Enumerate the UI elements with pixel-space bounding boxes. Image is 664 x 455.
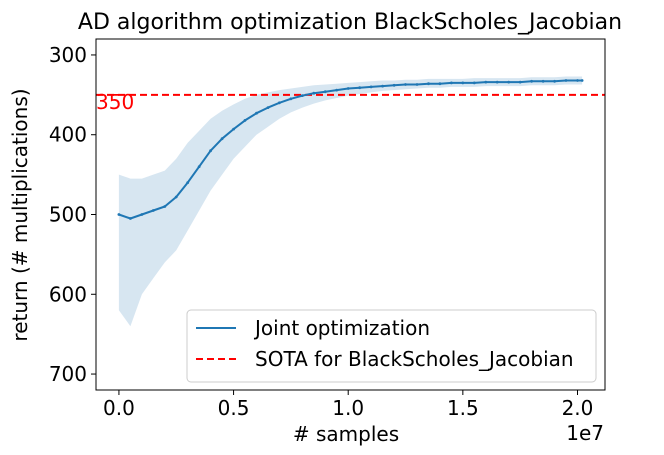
joint-optimization-point bbox=[518, 80, 522, 84]
joint-optimization-point bbox=[151, 209, 155, 212]
joint-optimization-point bbox=[404, 83, 407, 86]
joint-optimization-point bbox=[580, 79, 584, 82]
joint-optimization-point bbox=[255, 111, 258, 115]
joint-optimization-point bbox=[312, 91, 316, 95]
joint-optimization-line bbox=[118, 79, 583, 220]
joint-optimization-point bbox=[369, 85, 373, 89]
joint-optimization-point bbox=[427, 82, 430, 86]
joint-optimization-point bbox=[438, 82, 442, 86]
x-tick-label: 0.5 bbox=[218, 396, 250, 420]
legend-label-joint-optimization: Joint optimization bbox=[253, 316, 430, 340]
joint-optimization-point bbox=[507, 80, 511, 84]
y-tick-label: 600 bbox=[49, 282, 87, 306]
joint-optimization-point bbox=[541, 79, 545, 83]
y-axis-ticks: 300 400 500 600 700 bbox=[49, 43, 96, 386]
x-tick-label: 0.0 bbox=[103, 396, 135, 420]
joint-optimization-point bbox=[530, 79, 533, 83]
joint-optimization-point bbox=[266, 106, 270, 109]
joint-optimization-point bbox=[358, 86, 362, 90]
joint-optimization-point bbox=[163, 205, 167, 208]
y-tick-label: 700 bbox=[49, 362, 87, 386]
joint-optimization-point bbox=[186, 181, 190, 185]
joint-optimization-point bbox=[323, 90, 327, 94]
joint-optimization-point bbox=[484, 80, 488, 84]
joint-optimization-point bbox=[243, 119, 247, 122]
legend: Joint optimization SOTA for BlackScholes… bbox=[186, 309, 597, 383]
joint-optimization-point bbox=[381, 84, 384, 88]
x-axis-label: # samples bbox=[293, 422, 399, 446]
joint-optimization-point bbox=[289, 97, 293, 101]
y-tick-label: 400 bbox=[49, 123, 87, 147]
x-tick-label: 2.0 bbox=[562, 396, 594, 420]
joint-optimization-point bbox=[495, 80, 499, 84]
joint-optimization-point bbox=[415, 83, 419, 86]
joint-optimization-point bbox=[450, 81, 453, 85]
y-tick-label: 300 bbox=[49, 43, 87, 67]
legend-label-sota: SOTA for BlackScholes_Jacobian bbox=[255, 347, 574, 371]
variability-band bbox=[118, 76, 583, 327]
joint-optimization-point bbox=[553, 79, 556, 83]
joint-optimization-point bbox=[209, 149, 213, 153]
joint-optimization-point bbox=[346, 87, 350, 90]
joint-optimization-point bbox=[392, 83, 396, 87]
confidence-band bbox=[118, 76, 583, 327]
joint-optimization-point bbox=[140, 213, 144, 216]
sota-value-annotation: 350 bbox=[96, 90, 134, 114]
joint-optimization-point bbox=[301, 94, 304, 97]
chart-title: AD algorithm optimization BlackScholes_J… bbox=[78, 10, 622, 35]
x-axis-offset-label: 1e7 bbox=[566, 421, 604, 445]
legend-box bbox=[186, 309, 597, 383]
y-axis-label: return (# multiplications) bbox=[8, 88, 32, 341]
joint-optimization-point bbox=[117, 213, 121, 216]
joint-optimization-point bbox=[335, 88, 339, 92]
x-tick-label: 1.0 bbox=[332, 396, 364, 420]
joint-optimization-point bbox=[576, 79, 579, 82]
joint-optimization-point bbox=[461, 81, 465, 85]
joint-optimization-point bbox=[197, 165, 201, 169]
joint-optimization-point bbox=[564, 79, 568, 82]
x-tick-label: 1.5 bbox=[447, 396, 479, 420]
joint-optimization-point bbox=[129, 217, 132, 220]
joint-optimization-point bbox=[220, 137, 224, 141]
joint-optimization-point bbox=[278, 101, 281, 105]
joint-optimization-point bbox=[472, 81, 476, 85]
x-axis-ticks: 0.0 0.5 1.0 1.5 2.0 bbox=[103, 390, 593, 420]
joint-optimization-line-group bbox=[117, 79, 584, 220]
y-tick-label: 500 bbox=[49, 203, 87, 227]
joint-optimization-point bbox=[174, 195, 178, 199]
joint-optimization-point bbox=[232, 127, 236, 131]
